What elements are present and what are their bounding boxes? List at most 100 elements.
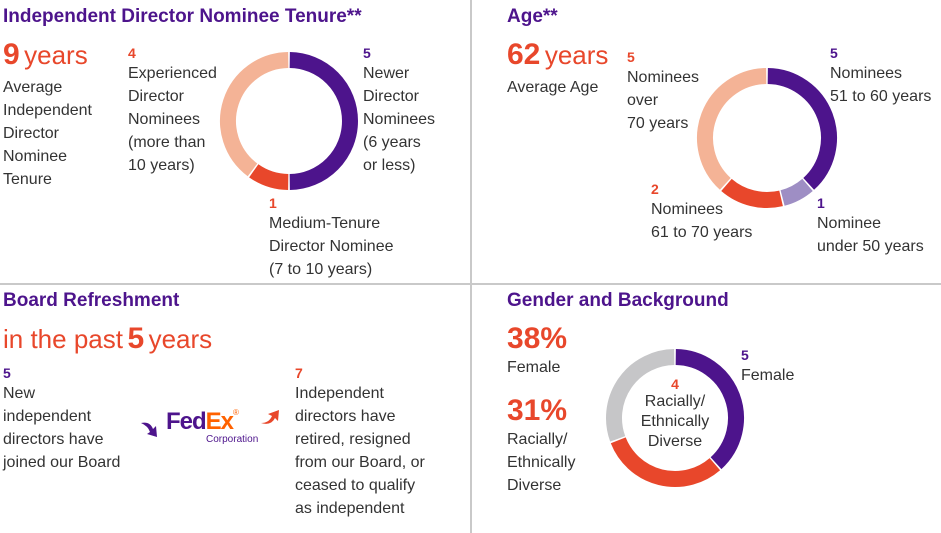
gender-diverse-line: Diverse xyxy=(647,433,703,450)
refresh-new-line: joined our Board xyxy=(3,454,121,471)
age-over70-count: 5 xyxy=(627,49,635,65)
tenure-medium-line: (7 to 10 years) xyxy=(269,261,373,278)
age-61to70-count: 2 xyxy=(651,181,659,197)
donut-segment-3 xyxy=(697,68,767,190)
age-over70-line: Nominees xyxy=(627,69,700,86)
tenure-experienced-line: Experienced xyxy=(128,65,217,82)
refresh-subtitle-post: years xyxy=(148,324,213,354)
tenure-experienced-line: (more than xyxy=(128,134,206,151)
gender-heading: Gender and Background xyxy=(507,290,729,311)
tenure-medium-line: Medium-Tenure xyxy=(269,215,381,232)
donut-segment-0 xyxy=(289,52,358,190)
age-over70-label: 5 Nominees over 70 years xyxy=(627,48,699,135)
donut-segment-2 xyxy=(220,52,289,177)
tenure-experienced-line: 10 years) xyxy=(128,157,195,174)
donut-segment-2 xyxy=(721,178,783,208)
gender-diverse-percent: 31% xyxy=(507,394,568,427)
age-51to60-count: 5 xyxy=(830,45,838,61)
tenure-average-label-line: Independent xyxy=(3,102,92,119)
tenure-newer-line: Newer xyxy=(363,65,410,82)
age-51to60-line: Nominees xyxy=(830,65,903,82)
gender-diverse-percent-line: Racially/ xyxy=(507,431,568,448)
refresh-retired-line: ceased to qualify xyxy=(295,477,416,494)
age-under50-line: Nominee xyxy=(817,215,882,232)
age-under50-label: 1 Nominee under 50 years xyxy=(817,194,924,258)
tenure-medium-line: Director Nominee xyxy=(269,238,394,255)
refresh-subtitle: in the past 5 years xyxy=(3,322,212,356)
age-average-unit: years xyxy=(544,40,609,70)
fedex-logo-registered: ® xyxy=(233,408,239,417)
age-under50-line: under 50 years xyxy=(817,238,924,255)
donut-segment-2 xyxy=(606,349,675,442)
fedex-logo-ex: Ex xyxy=(205,408,234,435)
donut-segment-1 xyxy=(780,178,813,206)
age-average-value: 62 years xyxy=(507,38,608,72)
fedex-logo-corporation: Corporation xyxy=(206,434,259,445)
arrow-in-icon xyxy=(141,422,157,437)
tenure-average-number: 9 xyxy=(3,38,20,71)
tenure-experienced-line: Director xyxy=(128,88,185,105)
tenure-newer-line: Director xyxy=(363,88,420,105)
tenure-medium-label: 1 Medium-Tenure Director Nominee (7 to 1… xyxy=(269,194,393,281)
horizontal-divider xyxy=(0,283,941,285)
tenure-average-unit: years xyxy=(24,40,88,70)
gender-diverse-count: 4 xyxy=(671,376,679,392)
tenure-newer-label: 5 Newer Director Nominees (6 years or le… xyxy=(363,44,435,177)
gender-diverse-percent-line: Diverse xyxy=(507,477,562,494)
arrow-out-icon xyxy=(261,410,279,424)
refresh-retired-count: 7 xyxy=(295,365,303,381)
tenure-newer-line: (6 years xyxy=(363,134,421,151)
tenure-average-label: Average Independent Director Nominee Ten… xyxy=(3,76,92,191)
refresh-retired-line: directors have xyxy=(295,408,396,425)
age-heading: Age** xyxy=(507,6,558,27)
fedex-logo: FedEx® xyxy=(166,408,239,436)
age-under50-count: 1 xyxy=(817,195,825,211)
age-average-number: 62 xyxy=(507,38,541,71)
tenure-experienced-line: Nominees xyxy=(128,111,201,128)
refresh-subtitle-number: 5 xyxy=(127,322,145,355)
age-61to70-label: 2 Nominees 61 to 70 years xyxy=(651,180,752,244)
gender-female-label: 5 Female xyxy=(741,346,794,387)
tenure-newer-line: Nominees xyxy=(363,111,436,128)
gender-female-count: 5 xyxy=(741,347,749,363)
age-51to60-line: 51 to 60 years xyxy=(830,88,932,105)
donut-segment-0 xyxy=(675,349,744,470)
tenure-average-label-line: Average xyxy=(3,79,63,96)
tenure-average-value: 9 years xyxy=(3,38,88,72)
refresh-retired-line: as independent xyxy=(295,500,405,517)
age-51to60-label: 5 Nominees 51 to 60 years xyxy=(830,44,931,108)
age-over70-line: 70 years xyxy=(627,115,689,132)
gender-diverse-percent-label: Racially/ Ethnically Diverse xyxy=(507,428,575,497)
tenure-average-label-line: Director xyxy=(3,125,60,142)
refresh-retired-label: 7 Independent directors have retired, re… xyxy=(295,364,425,520)
gender-diverse-center-label: 4 Racially/ Ethnically Diverse xyxy=(605,376,745,452)
donut-segment-0 xyxy=(767,68,837,190)
refresh-new-label: 5 New independent directors have joined … xyxy=(3,364,120,474)
age-61to70-line: 61 to 70 years xyxy=(651,224,753,241)
fedex-logo-fed: Fed xyxy=(166,408,207,435)
donut-segment-1 xyxy=(249,164,289,190)
vertical-divider xyxy=(470,0,472,533)
refresh-heading: Board Refreshment xyxy=(3,290,180,311)
gender-female-percent-label: Female xyxy=(507,359,561,376)
tenure-newer-line: or less) xyxy=(363,157,416,174)
tenure-average-label-line: Tenure xyxy=(3,171,52,188)
age-61to70-line: Nominees xyxy=(651,201,724,218)
gender-diverse-line: Racially/ xyxy=(644,393,706,410)
refresh-new-line: directors have xyxy=(3,431,104,448)
tenure-average-label-line: Nominee xyxy=(3,148,68,165)
refresh-retired-line: from our Board, or xyxy=(295,454,425,471)
refresh-subtitle-pre: in the past xyxy=(3,324,123,354)
refresh-retired-line: retired, resigned xyxy=(295,431,411,448)
donut-segment-1 xyxy=(610,437,721,487)
refresh-new-line: New xyxy=(3,385,36,402)
age-average-label: Average Age xyxy=(507,79,599,96)
tenure-experienced-count: 4 xyxy=(128,45,136,61)
gender-female-line: Female xyxy=(741,367,795,384)
tenure-medium-count: 1 xyxy=(269,195,277,211)
refresh-new-count: 5 xyxy=(3,365,11,381)
age-over70-line: over xyxy=(627,92,659,109)
